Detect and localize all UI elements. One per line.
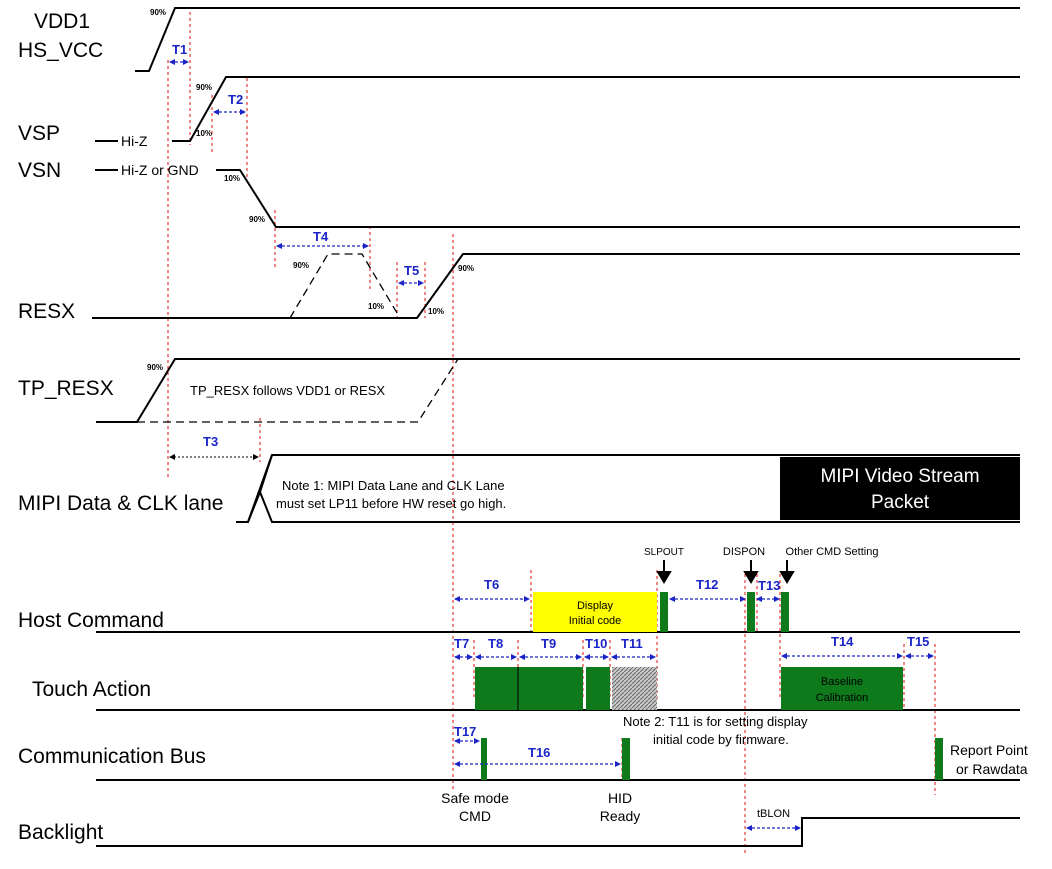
other-cmd-arrow xyxy=(779,560,795,584)
touch-block-t10 xyxy=(586,667,610,710)
other-cmd-label: Other CMD Setting xyxy=(786,546,879,558)
resx-pulse-10pct-label: 10% xyxy=(368,302,384,311)
vdd1-90pct-label: 90% xyxy=(150,8,166,17)
resx-10pct-label: 10% xyxy=(428,307,444,316)
resx-waveform xyxy=(92,253,1020,319)
guide-lines xyxy=(167,12,936,855)
vsn-hiz-gnd-label: Hi-Z or GND xyxy=(121,162,199,178)
t1-label: T1 xyxy=(172,42,187,57)
t12-label: T12 xyxy=(696,577,718,592)
t16-label: T16 xyxy=(528,745,550,760)
signal-label-hs-vcc: HS_VCC xyxy=(18,39,103,62)
resx-90pct-label: 90% xyxy=(458,264,474,273)
tblon-label: tBLON xyxy=(757,808,790,820)
vsn-90pct-label: 90% xyxy=(249,215,265,224)
baseline-calibration-block xyxy=(781,667,903,710)
mipi-note-line1: Note 1: MIPI Data Lane and CLK Lane xyxy=(282,478,505,493)
touch-block-t11-hatched xyxy=(612,667,657,710)
t2-label: T2 xyxy=(228,92,243,107)
slpout-command-block xyxy=(660,592,668,632)
tp-resx-90pct-label: 90% xyxy=(147,363,163,372)
t9-label: T9 xyxy=(541,636,556,651)
vsn-waveform xyxy=(216,169,1020,228)
t7-label: T7 xyxy=(454,636,469,651)
vsn-10pct-label: 10% xyxy=(224,174,240,183)
resx-pulse-90pct-label: 90% xyxy=(293,261,309,270)
display-block-line1: Display xyxy=(577,600,614,612)
signal-label-host-command: Host Command xyxy=(18,609,164,632)
signal-label-backlight: Backlight xyxy=(18,821,103,844)
mipi-video-stream-box xyxy=(780,457,1020,520)
t10-label: T10 xyxy=(585,636,607,651)
signal-label-vsp: VSP xyxy=(18,122,60,145)
vsp-waveform xyxy=(172,76,1020,142)
slpout-label: SLPOUT xyxy=(644,547,684,558)
tp-resx-alt-waveform xyxy=(137,358,459,423)
safe-mode-line1: Safe mode xyxy=(441,790,509,806)
mipi-note-line2: must set LP11 before HW reset go high. xyxy=(276,496,506,511)
note2-line2: initial code by firmware. xyxy=(653,732,789,747)
safe-mode-cmd-block xyxy=(481,738,487,780)
t8-label: T8 xyxy=(488,636,503,651)
resx-optional-pulse xyxy=(289,253,401,319)
vsp-hiz-label: Hi-Z xyxy=(121,133,148,149)
signal-label-tp-resx: TP_RESX xyxy=(18,377,114,400)
mipi-box-line1: MIPI Video Stream xyxy=(820,466,979,487)
t6-label: T6 xyxy=(484,577,499,592)
t4-label: T4 xyxy=(313,229,329,244)
slpout-arrow xyxy=(656,560,672,584)
vsp-90pct-label: 90% xyxy=(196,83,212,92)
dispon-arrow xyxy=(743,560,759,584)
t15-label: T15 xyxy=(907,634,929,649)
dispon-command-block xyxy=(747,592,755,632)
note2-line1: Note 2: T11 is for setting display xyxy=(623,714,808,729)
t3-label: T3 xyxy=(203,434,218,449)
mipi-box-line2: Packet xyxy=(871,492,930,513)
t17-label: T17 xyxy=(454,724,476,739)
signal-label-touch-action: Touch Action xyxy=(32,678,151,701)
other-cmd-block xyxy=(781,592,789,632)
dispon-label: DISPON xyxy=(723,546,765,558)
report-point-block xyxy=(935,738,943,780)
t13-label: T13 xyxy=(758,578,780,593)
t14-label: T14 xyxy=(831,634,854,649)
t5-label: T5 xyxy=(404,263,419,278)
tp-resx-waveform xyxy=(96,358,1020,423)
t11-label: T11 xyxy=(621,636,643,651)
baseline-line2: Calibration xyxy=(816,692,869,704)
signal-label-vdd1: VDD1 xyxy=(34,10,90,33)
display-block-line2: Initial code xyxy=(569,615,622,627)
signal-label-mipi: MIPI Data & CLK lane xyxy=(18,492,223,515)
vsp-10pct-label: 10% xyxy=(196,129,212,138)
vdd1-waveform xyxy=(135,7,1020,72)
display-initial-code-block xyxy=(533,592,657,632)
signal-label-resx: RESX xyxy=(18,300,75,323)
tp-resx-note: TP_RESX follows VDD1 or RESX xyxy=(190,383,385,398)
hid-ready-block xyxy=(622,738,630,780)
hid-ready-line2: Ready xyxy=(600,808,640,824)
hid-ready-line1: HID xyxy=(608,790,632,806)
baseline-line1: Baseline xyxy=(821,676,863,688)
signal-label-communication-bus: Communication Bus xyxy=(18,745,206,768)
mipi-transition-edge xyxy=(247,454,273,523)
report-point-line2: or Rawdata xyxy=(956,761,1028,777)
report-point-line1: Report Point xyxy=(950,742,1028,758)
backlight-waveform xyxy=(96,817,1020,847)
signal-label-vsn: VSN xyxy=(18,159,61,182)
touch-block-t8-t9 xyxy=(475,667,583,710)
safe-mode-line2: CMD xyxy=(459,808,491,824)
